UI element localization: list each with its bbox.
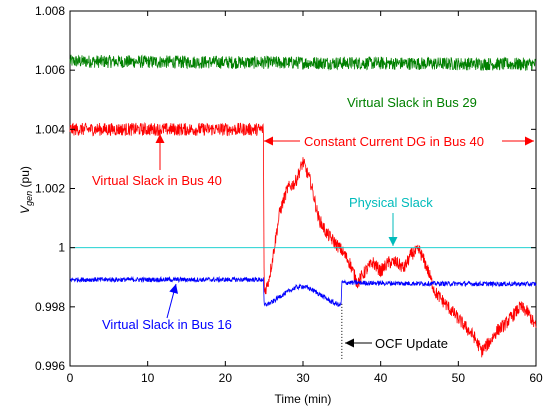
y-tick-label: 0.996 bbox=[35, 359, 65, 373]
arrow-constant-current-right bbox=[502, 136, 534, 146]
x-axis-label: Time (min) bbox=[275, 392, 332, 406]
y-tick-label: 1.004 bbox=[35, 122, 65, 136]
annotation-bus29: Virtual Slack in Bus 29 bbox=[347, 95, 477, 110]
x-tick-label: 10 bbox=[141, 371, 155, 385]
series-layer bbox=[69, 54, 537, 358]
annotation-bus40: Virtual Slack in Bus 40 bbox=[92, 173, 222, 188]
ticks-layer: 0 10 20 30 40 50 60 0.996 0.998 1 1.002 1.004 1.006 1… bbox=[35, 4, 543, 385]
x-tick-label: 20 bbox=[219, 371, 233, 385]
annotation-constant-current: Constant Current DG in Bus 40 bbox=[304, 134, 484, 149]
arrow-ocf-update bbox=[345, 338, 372, 348]
annotation-ocf-update: OCF Update bbox=[375, 336, 448, 351]
y-axis-label-unit: (pu) bbox=[18, 166, 32, 191]
series-line-2 bbox=[69, 275, 537, 308]
y-tick-label: 1.002 bbox=[35, 182, 65, 196]
y-axis-label-main: V bbox=[18, 205, 32, 214]
y-axis-label-sub: gen bbox=[24, 191, 34, 206]
arrow-constant-current-left bbox=[264, 136, 300, 146]
y-axis-label: Vgen (pu) bbox=[18, 166, 34, 214]
x-tick-label: 50 bbox=[452, 371, 466, 385]
annotation-arrows bbox=[155, 134, 534, 348]
annotation-physical-slack: Physical Slack bbox=[349, 195, 433, 210]
series-line-0 bbox=[69, 54, 537, 72]
x-tick-label: 30 bbox=[296, 371, 310, 385]
y-tick-label: 1.006 bbox=[35, 63, 65, 77]
y-tick-label: 0.998 bbox=[35, 300, 65, 314]
x-tick-label: 0 bbox=[67, 371, 74, 385]
arrow-physical-slack bbox=[388, 213, 398, 246]
x-tick-label: 60 bbox=[529, 371, 543, 385]
svg-text:Vgen (pu): Vgen (pu) bbox=[18, 166, 34, 214]
x-tick-label: 40 bbox=[374, 371, 388, 385]
series-line-1 bbox=[69, 122, 537, 358]
arrow-bus40 bbox=[155, 134, 165, 170]
arrow-bus16 bbox=[166, 283, 178, 319]
y-tick-label: 1.008 bbox=[35, 4, 65, 18]
annotation-bus16: Virtual Slack in Bus 16 bbox=[102, 317, 232, 332]
y-tick-label: 1 bbox=[58, 241, 65, 255]
